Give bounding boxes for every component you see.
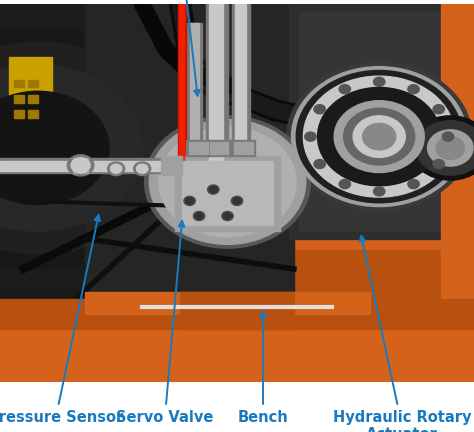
Bar [179,4,184,163]
Bar [9,57,52,125]
Bar [294,4,474,382]
Circle shape [134,162,151,175]
Bar [0,307,474,382]
Bar [186,140,210,156]
Circle shape [149,120,306,245]
Circle shape [110,164,122,173]
Bar [441,4,474,382]
Circle shape [0,27,190,269]
Circle shape [0,65,142,231]
Circle shape [296,70,462,203]
Circle shape [314,105,325,114]
Circle shape [210,187,217,193]
Circle shape [71,158,90,173]
Circle shape [442,132,454,141]
Bar [9,133,38,171]
Text: Pressure Sensor: Pressure Sensor [0,215,124,425]
Circle shape [0,42,171,254]
Circle shape [334,101,424,172]
Bar [28,110,38,118]
Circle shape [305,132,316,141]
Circle shape [344,108,415,165]
Bar [189,142,208,154]
Text: Bench: Bench [237,311,289,425]
Circle shape [231,196,243,206]
Circle shape [145,116,310,248]
Circle shape [314,159,325,168]
Bar [14,80,24,87]
Bar [161,156,182,175]
Circle shape [137,164,148,173]
Bar [182,161,273,226]
Bar [190,23,199,156]
Circle shape [222,212,233,221]
Bar [178,4,186,163]
Bar [231,140,255,156]
Bar [0,158,175,172]
Text: Hydraulic Rotary
Actuator: Hydraulic Rotary Actuator [333,236,471,432]
Circle shape [433,159,445,168]
Text: Inertial Load: Inertial Load [132,0,237,96]
Circle shape [353,116,405,157]
Circle shape [374,187,385,196]
Circle shape [159,127,296,237]
Bar [289,4,474,238]
Circle shape [410,116,474,180]
Bar [14,95,24,103]
Circle shape [428,130,473,166]
Circle shape [184,196,195,206]
Circle shape [292,67,467,206]
Circle shape [436,137,465,159]
Circle shape [363,124,396,150]
Bar [234,142,253,154]
Bar [14,110,24,118]
Circle shape [224,213,231,219]
Bar [210,142,228,154]
Bar [0,288,166,382]
Text: Servo Valve: Servo Valve [116,221,214,425]
Bar [28,95,38,103]
Circle shape [287,63,472,210]
Circle shape [433,105,445,114]
Bar [187,23,202,156]
Circle shape [339,180,350,189]
Circle shape [408,85,419,94]
Circle shape [233,198,241,204]
Bar [85,4,294,307]
Bar [0,161,175,171]
Bar [180,292,294,330]
Bar [73,158,88,172]
Bar [209,4,223,163]
Circle shape [108,162,125,175]
Bar [235,4,246,156]
Circle shape [67,155,94,176]
Bar [85,292,370,314]
Bar [206,4,228,163]
Circle shape [408,180,419,189]
Bar [232,4,250,156]
Bar [0,299,474,330]
Bar [299,12,465,231]
Circle shape [193,212,205,221]
Circle shape [318,88,441,186]
Circle shape [416,121,474,175]
Circle shape [0,91,109,205]
Circle shape [374,77,385,86]
Circle shape [208,185,219,194]
Circle shape [303,76,455,197]
Bar [207,140,231,156]
Bar [275,250,474,382]
Bar [175,156,280,231]
Circle shape [186,198,193,204]
Circle shape [195,213,203,219]
Circle shape [339,85,350,94]
Bar [28,80,38,87]
